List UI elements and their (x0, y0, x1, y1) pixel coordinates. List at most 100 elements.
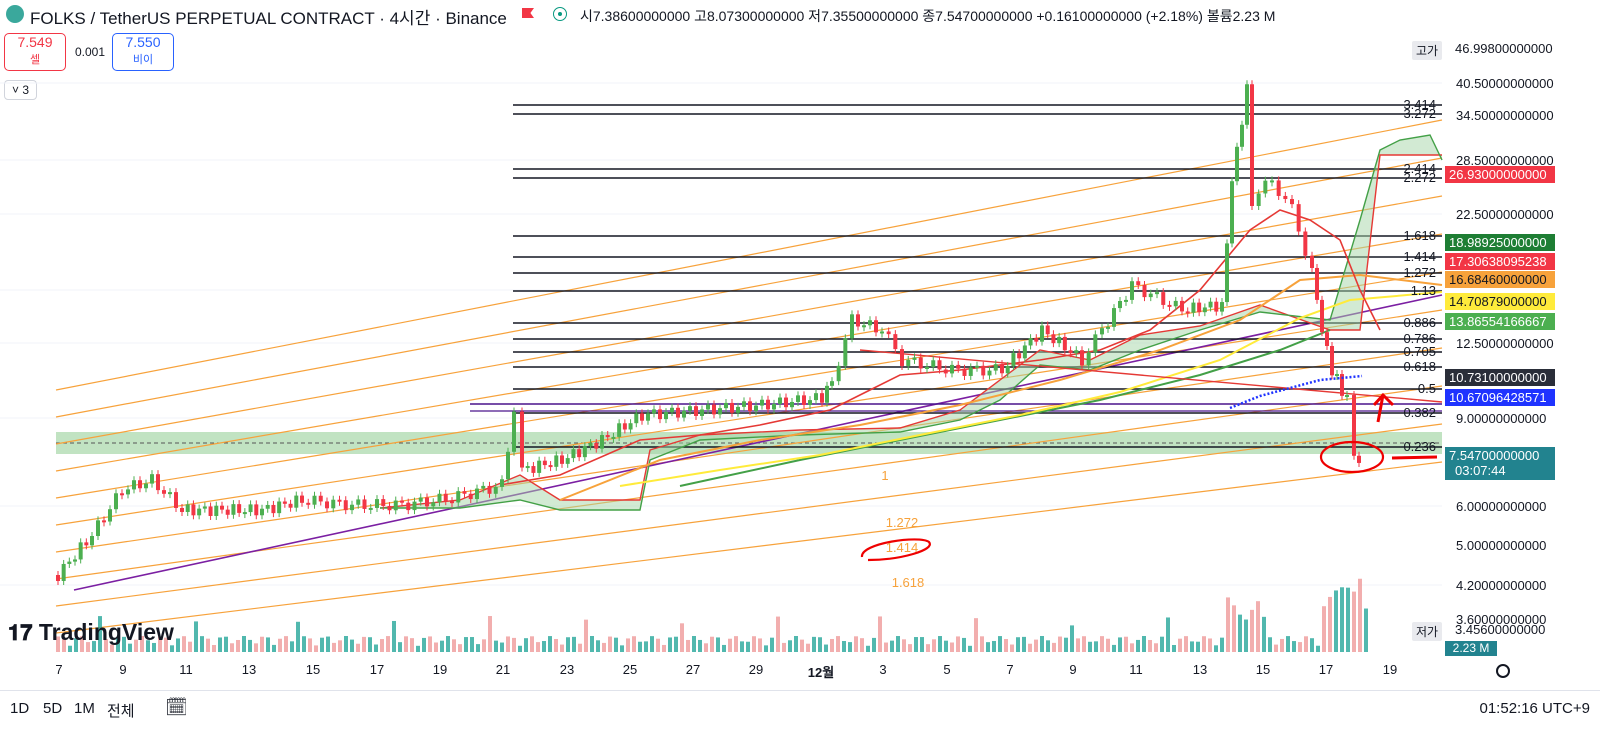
price-tick: 6.00000000000 (1456, 499, 1546, 514)
candle-body (1148, 293, 1153, 298)
tradingview-logo: 𝟏𝟕 TradingView (8, 619, 174, 645)
candle-body (150, 474, 154, 484)
calendar-icon[interactable]: 🗓 (165, 697, 188, 717)
sell-button[interactable]: 7.549 셀 (4, 33, 66, 71)
candle-body (588, 443, 593, 447)
candle-body (337, 499, 342, 502)
candle-body (1028, 338, 1033, 346)
buy-button[interactable]: 7.550 비이 (112, 33, 174, 71)
time-axis[interactable]: 7 9 11 13 15 17 19 21 23 25 27 29 12월 3 5 7 9 11 13 15 17 19 (0, 662, 1470, 682)
volume-bar (140, 636, 144, 652)
flag-icon[interactable] (522, 8, 534, 18)
buy-label: 비이 (132, 54, 154, 66)
candle-body (605, 435, 610, 438)
candle-body (918, 357, 923, 369)
volume-bar (170, 645, 174, 652)
candle-body (1167, 304, 1172, 307)
time-tick: 19 (1382, 662, 1398, 677)
high-tag: 고가 (1412, 41, 1443, 60)
volume-bar (842, 641, 846, 652)
volume-bar (332, 642, 336, 652)
volume-bar (344, 636, 348, 652)
candle-body (248, 504, 253, 513)
time-tick: 25 (622, 662, 638, 677)
candle-body (565, 458, 570, 464)
volume-bar (680, 623, 684, 652)
candle-body (180, 507, 184, 512)
volume-bar (110, 644, 114, 652)
candle-body (168, 492, 172, 495)
price-tick: 28.50000000000 (1456, 153, 1554, 168)
channel-line (55, 195, 1443, 445)
volume-bar (740, 641, 744, 652)
candle-body (78, 542, 83, 560)
volume-bar (860, 638, 864, 652)
coin-icon (6, 5, 24, 23)
time-tick: 21 (495, 662, 511, 677)
candle-body (956, 364, 961, 369)
range-1m-button[interactable]: 1M (74, 700, 95, 717)
volume-bar (1352, 591, 1356, 652)
range-all-button[interactable]: 전체 (107, 703, 135, 720)
volume-bar (74, 638, 78, 652)
ma-orange (559, 273, 1443, 501)
candle-body (1352, 395, 1356, 456)
candle-body (820, 393, 824, 403)
volume-bar (254, 643, 258, 652)
candle-body (1310, 255, 1314, 268)
volume-bar (590, 636, 594, 652)
candle-body (108, 509, 112, 522)
volume-bar (650, 636, 654, 652)
volume-bar (644, 641, 648, 652)
candle-body (742, 401, 746, 407)
range-1d-button[interactable]: 1D (10, 700, 30, 717)
ma-red (499, 209, 1381, 486)
symbol-title[interactable]: FOLKS / TetherUS PERPETUAL CONTRACT · 4시… (30, 9, 507, 28)
volume-bar (350, 639, 354, 652)
candle-body (277, 501, 282, 514)
price-ticks: 40.50000000000 34.50000000000 28.500000000… (1456, 76, 1554, 627)
fib-label: 2.414 (1403, 161, 1436, 176)
volume-bar (896, 636, 900, 652)
volume-bar (1196, 641, 1200, 652)
candle-body (1112, 308, 1116, 327)
candle-body (493, 486, 498, 494)
range-5d-button[interactable]: 5D (43, 700, 63, 717)
volume-bar (746, 641, 750, 652)
low-value: 3.45600000000 (1455, 622, 1546, 637)
volume-bar (962, 637, 966, 652)
volume-bar (134, 639, 138, 652)
volume-bar (572, 636, 576, 652)
volume-bar (1244, 619, 1248, 652)
candle-body (56, 575, 60, 581)
volume-bar (434, 642, 438, 652)
fib-label: 0.382 (1403, 405, 1436, 420)
volume-bar (314, 645, 318, 652)
volume-bar (128, 643, 132, 652)
volume-bar (722, 644, 726, 652)
indicator-collapse-button[interactable]: ˅ 3 (4, 80, 37, 100)
settings-gear-icon[interactable] (1496, 664, 1510, 678)
candle-body (242, 512, 247, 515)
volume-bar (380, 639, 384, 652)
price-label: 10.73100000000 (1445, 369, 1555, 386)
volume-bar (1250, 609, 1254, 652)
volume-bar (338, 640, 342, 652)
price-tick: 9.00000000000 (1456, 411, 1546, 426)
volume-bar (398, 642, 402, 652)
volume-bar (1232, 605, 1236, 652)
volume-bar (1310, 638, 1314, 652)
fib-label: 1.272 (1403, 265, 1436, 280)
volume-bar (362, 636, 366, 652)
volume-bar (1112, 644, 1116, 652)
volume-bar (182, 636, 186, 652)
volume-bar (98, 616, 102, 652)
clock[interactable]: 01:52:16 UTC+9 (1479, 700, 1591, 717)
candle-body (300, 495, 304, 503)
volume-bar (104, 638, 108, 652)
volume-bar (1124, 636, 1128, 652)
candle-body (114, 493, 118, 510)
candle-body (808, 400, 812, 405)
